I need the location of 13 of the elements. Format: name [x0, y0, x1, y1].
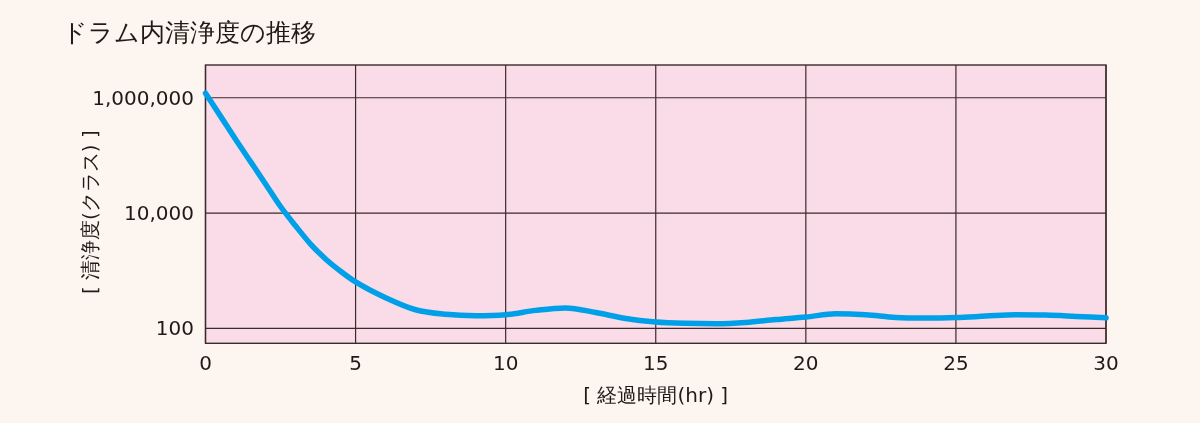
y-tick-label: 100 — [155, 316, 194, 341]
x-tick-label: 15 — [643, 351, 669, 375]
x-tick-label: 0 — [199, 351, 212, 375]
x-tick-label: 20 — [793, 351, 819, 375]
x-tick-label: 5 — [349, 351, 362, 375]
x-tick-label: 10 — [492, 351, 519, 375]
x-tick-label: 25 — [943, 351, 969, 375]
x-axis-title: [ 経過時間(hr) ] — [583, 383, 729, 407]
chart-title: ドラム内清浄度の推移 — [62, 18, 316, 47]
y-tick-label: 1,000,000 — [92, 85, 194, 110]
x-tick-label: 30 — [1093, 351, 1119, 375]
y-axis-title: [ 清浄度(クラス) ] — [78, 130, 102, 295]
y-tick-label: 10,000 — [124, 201, 194, 226]
